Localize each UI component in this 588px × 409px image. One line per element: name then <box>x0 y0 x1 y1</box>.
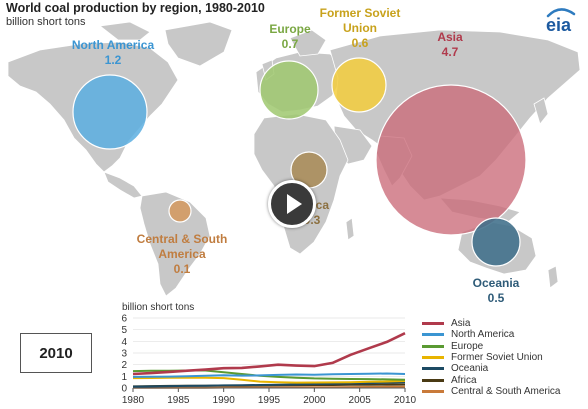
label-oceania: Oceania 0.5 <box>456 276 536 306</box>
label-north-america-name: North America <box>71 38 155 52</box>
bubble-central-south-america[interactable] <box>168 199 192 223</box>
new-zealand-shape <box>547 265 559 289</box>
play-button[interactable] <box>268 180 316 228</box>
label-europe: Europe 0.7 <box>258 22 322 52</box>
y-tick-label: 2 <box>121 360 127 371</box>
x-tick-label: 1985 <box>167 395 190 406</box>
chart-title: World coal production by region, 1980-20… <box>6 1 265 15</box>
series-line-north-america <box>132 372 406 378</box>
legend-label: Europe <box>451 340 484 352</box>
chart-x-ticks: 1980 1985 1990 1995 2000 2005 2010 <box>122 388 417 406</box>
legend-item: North America <box>422 329 561 340</box>
label-asia-name: Asia <box>437 30 463 44</box>
legend-item: Central & South America <box>422 386 561 397</box>
y-tick-label: 1 <box>121 372 127 383</box>
y-tick-label: 5 <box>121 325 127 336</box>
label-europe-value: 0.7 <box>281 37 299 51</box>
legend-item: Oceania <box>422 363 561 374</box>
legend-swatch <box>422 333 444 337</box>
bubble-europe[interactable] <box>259 60 319 120</box>
bubble-oceania[interactable] <box>471 217 521 267</box>
play-icon <box>287 194 302 214</box>
eia-logo[interactable]: eia <box>542 6 578 39</box>
world-map <box>7 21 581 297</box>
legend-item: Asia <box>422 318 561 329</box>
y-tick-label: 3 <box>121 349 127 360</box>
x-tick-label: 2005 <box>349 395 372 406</box>
x-tick-label: 1995 <box>258 395 281 406</box>
chart-legend: Asia North America Europe Former Soviet Uni… <box>422 318 561 397</box>
x-tick-label: 2000 <box>303 395 326 406</box>
y-tick-label: 0 <box>121 384 127 395</box>
legend-swatch <box>422 378 444 382</box>
south-america-shape <box>139 191 211 297</box>
y-tick-label: 6 <box>121 314 127 325</box>
region-bubbles <box>72 57 527 267</box>
label-csa-name-line2: America <box>158 247 206 261</box>
legend-item: Former Soviet Union <box>422 352 561 363</box>
label-fsu-value: 0.6 <box>351 36 369 50</box>
legend-swatch <box>422 322 444 326</box>
x-tick-label: 2010 <box>394 395 417 406</box>
legend-label: Oceania <box>451 363 489 375</box>
label-oceania-value: 0.5 <box>487 291 505 305</box>
eia-logo-icon: eia <box>546 8 576 35</box>
chart-series <box>132 332 406 389</box>
legend-item: Africa <box>422 374 561 386</box>
x-tick-label: 1990 <box>213 395 236 406</box>
label-north-america-value: 1.2 <box>104 53 122 67</box>
legend-item: Europe <box>422 341 561 352</box>
series-line-asia <box>132 332 406 376</box>
label-europe-name: Europe <box>269 22 311 36</box>
arctic-islands-shape <box>99 21 151 41</box>
label-fsu: Former Soviet Union 0.6 <box>305 6 415 51</box>
legend-label: North America <box>451 329 515 341</box>
legend-label: Asia <box>451 318 471 330</box>
chart-subtitle: billion short tons <box>6 16 86 28</box>
logo-text: eia <box>546 15 572 34</box>
series-line-former-soviet-union <box>132 376 406 384</box>
label-oceania-name: Oceania <box>472 276 520 290</box>
y-tick-label: 4 <box>121 337 127 348</box>
label-fsu-name-line2: Union <box>343 21 377 35</box>
series-line-oceania <box>132 381 406 388</box>
label-central-south-america: Central & South America 0.1 <box>122 232 242 277</box>
label-asia-value: 4.7 <box>441 45 459 59</box>
legend-swatch <box>422 356 444 360</box>
legend-label: Former Soviet Union <box>451 352 543 364</box>
label-csa-name-line1: Central & South <box>136 232 228 246</box>
label-csa-value: 0.1 <box>173 262 191 276</box>
scandinavia-shape <box>289 29 327 57</box>
chart-y-axis-label: billion short tons <box>122 302 194 313</box>
central-america-shape <box>103 171 143 199</box>
madagascar-shape <box>345 217 355 241</box>
label-fsu-name-line1: Former Soviet <box>319 6 401 20</box>
legend-swatch <box>422 344 444 348</box>
bubble-fsu[interactable] <box>331 57 387 113</box>
bubble-asia[interactable] <box>375 84 527 236</box>
bubble-north-america[interactable] <box>72 74 148 150</box>
label-north-america: North America 1.2 <box>58 38 168 68</box>
greenland-shape <box>164 21 233 67</box>
x-tick-label: 1980 <box>122 395 145 406</box>
legend-label: Central & South America <box>451 385 561 397</box>
legend-swatch <box>422 367 444 371</box>
legend-swatch <box>422 389 444 393</box>
japan-shape <box>533 97 549 125</box>
year-display: 2010 <box>20 333 92 373</box>
legend-label: Africa <box>451 374 477 386</box>
label-asia: Asia 4.7 <box>420 30 480 60</box>
